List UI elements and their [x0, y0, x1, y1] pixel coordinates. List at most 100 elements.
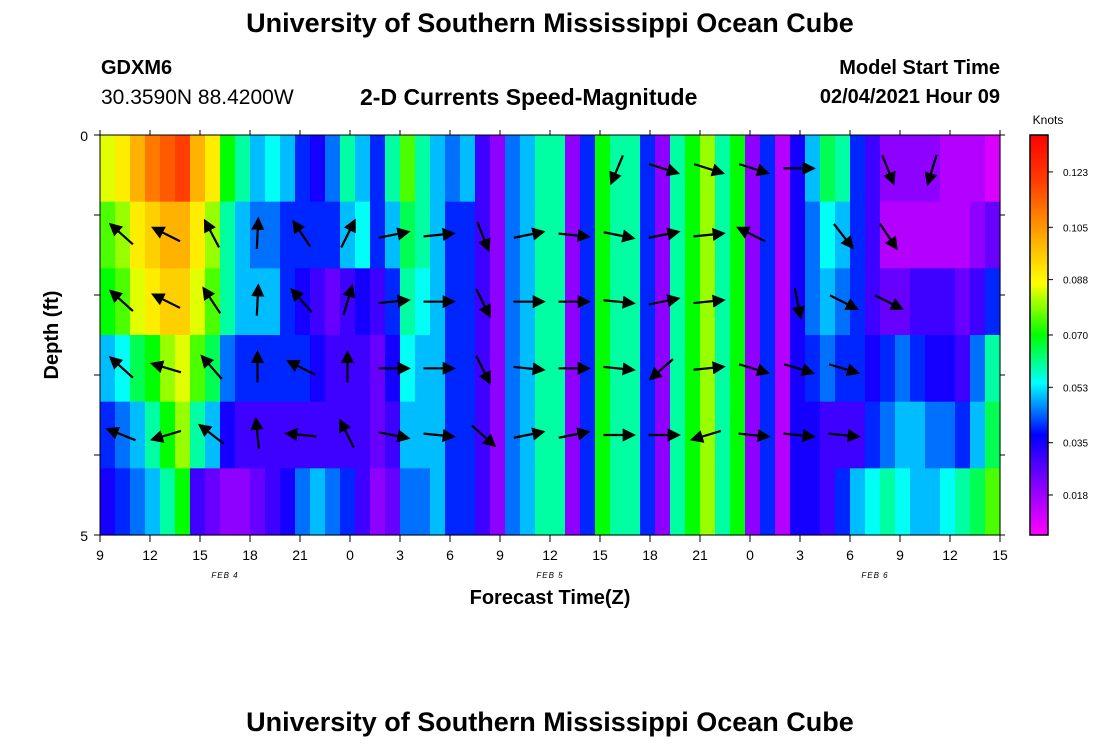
heat-cell	[640, 335, 656, 403]
heat-cell	[940, 135, 956, 203]
y-axis: 05	[80, 128, 1005, 544]
heat-cell	[550, 468, 566, 536]
heat-cell	[925, 201, 941, 269]
heat-cell	[910, 335, 926, 403]
colorbar-tick-label: 0.123	[1063, 168, 1088, 179]
heat-cell	[775, 468, 791, 536]
heat-cell	[565, 468, 581, 536]
heat-cell	[760, 468, 776, 536]
heat-cell	[310, 201, 326, 269]
heat-cell	[460, 268, 476, 336]
current-arrow	[513, 427, 546, 441]
heat-cell	[550, 201, 566, 269]
heat-cell	[295, 135, 311, 203]
current-arrow	[108, 356, 134, 379]
heat-cell	[415, 268, 431, 336]
heat-cell	[175, 268, 191, 336]
heat-cell	[130, 468, 146, 536]
x-tick-label: 6	[446, 547, 454, 563]
current-arrow	[783, 363, 816, 377]
heat-cell	[220, 201, 236, 269]
heat-cell	[985, 401, 1001, 469]
heat-cell	[430, 468, 446, 536]
heat-cell	[370, 201, 386, 269]
heat-cell	[790, 468, 806, 536]
heat-cell	[310, 335, 326, 403]
heat-cell	[145, 335, 161, 403]
heat-cell	[595, 468, 611, 536]
current-arrow	[558, 228, 591, 243]
heat-cell	[520, 135, 536, 203]
heat-cell	[865, 401, 881, 469]
current-arrow	[476, 221, 491, 253]
current-arrow	[783, 428, 816, 443]
x-tick-label: 21	[692, 547, 708, 563]
heatmap-cells	[100, 135, 1001, 536]
current-arrow	[603, 229, 636, 243]
heat-cell	[265, 401, 281, 469]
heat-cell	[190, 335, 206, 403]
heat-cell	[955, 201, 971, 269]
heat-cell	[745, 468, 761, 536]
heat-cell	[775, 401, 791, 469]
colorbar-scale	[1029, 134, 1049, 536]
heat-cell	[490, 201, 506, 269]
x-tick-label: 18	[642, 547, 658, 563]
heat-cell	[220, 401, 236, 469]
heat-cell	[670, 335, 686, 403]
current-arrow	[292, 219, 312, 248]
heat-cell	[580, 468, 596, 536]
heat-cell	[310, 468, 326, 536]
heat-cell	[865, 201, 881, 269]
heat-cell	[325, 201, 341, 269]
heat-cell	[505, 201, 521, 269]
heat-cell	[970, 401, 986, 469]
heat-cell	[715, 401, 731, 469]
heat-cell	[700, 468, 716, 536]
heat-cell	[925, 268, 941, 336]
heat-cell	[145, 201, 161, 269]
heat-cell	[100, 468, 116, 536]
current-arrow	[423, 428, 456, 443]
heat-cell	[850, 201, 866, 269]
heat-cell	[100, 335, 116, 403]
heat-cell	[955, 135, 971, 203]
heat-cell	[730, 135, 746, 203]
heat-cell	[370, 468, 386, 536]
current-arrow	[738, 363, 771, 377]
heat-cell	[610, 468, 626, 536]
heat-cell	[310, 135, 326, 203]
heat-cell	[280, 201, 296, 269]
heat-cell	[865, 268, 881, 336]
heat-cell	[505, 468, 521, 536]
current-arrow	[693, 163, 726, 177]
heat-cell	[595, 268, 611, 336]
current-arrow	[203, 218, 220, 248]
heat-cell	[130, 201, 146, 269]
heat-cell	[715, 135, 731, 203]
heat-cell	[880, 468, 896, 536]
heat-cell	[970, 135, 986, 203]
heat-cell	[415, 201, 431, 269]
heat-cell	[475, 468, 491, 536]
heat-cell	[685, 401, 701, 469]
heat-cell	[940, 401, 956, 469]
heat-cell	[820, 468, 836, 536]
current-arrow	[603, 362, 636, 376]
heat-cell	[220, 468, 236, 536]
heat-cell	[385, 468, 401, 536]
heat-cell	[445, 135, 461, 203]
x-tick-label: 3	[396, 547, 404, 563]
day-label: FEB 5	[536, 571, 563, 580]
heat-cell	[595, 201, 611, 269]
heat-cell	[505, 135, 521, 203]
x-tick-label: 21	[292, 547, 308, 563]
current-arrow	[475, 355, 491, 385]
heat-cell	[670, 201, 686, 269]
current-arrow	[736, 226, 766, 243]
y-tick-label: 0	[80, 128, 88, 144]
current-arrow	[151, 226, 181, 243]
heat-cell	[355, 135, 371, 203]
